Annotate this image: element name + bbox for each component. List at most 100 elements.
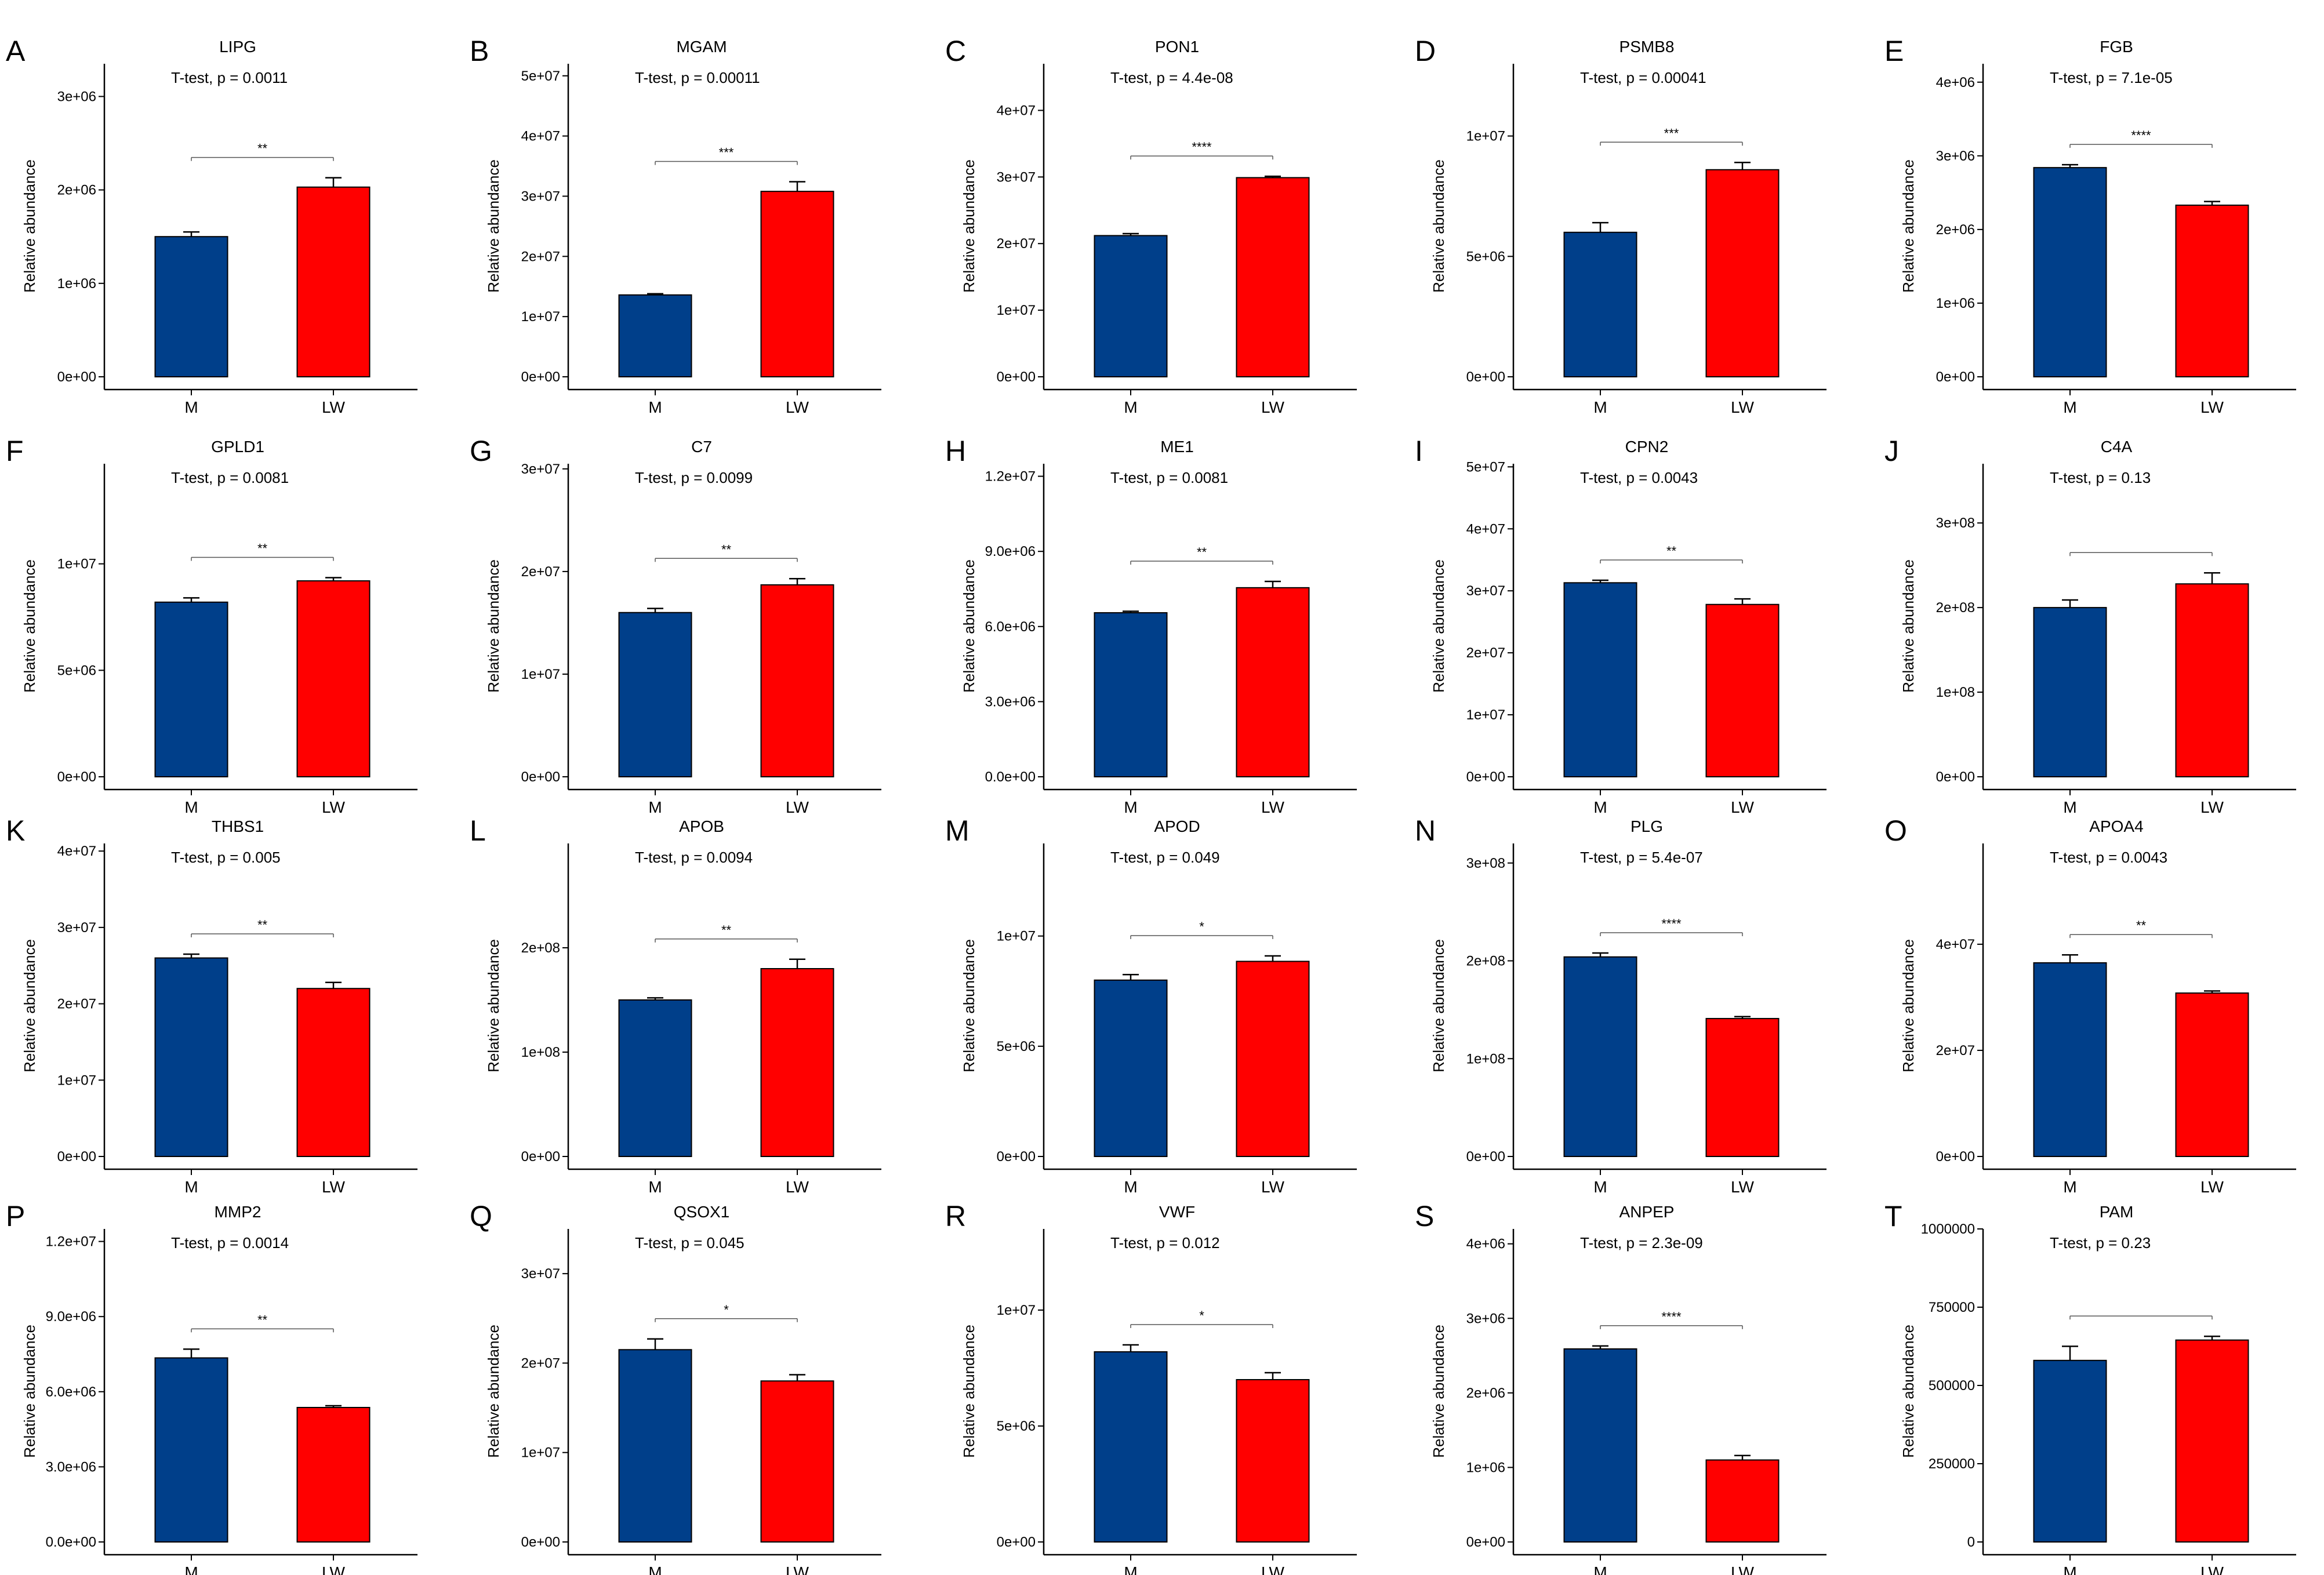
chart-title: LIPG <box>219 38 256 56</box>
x-tick-label-lw: LW <box>2200 398 2224 416</box>
bar-lw <box>1705 603 1780 777</box>
y-tick-label: 0.0e+00 <box>46 1534 96 1550</box>
y-tick-label: 2e+06 <box>57 183 96 198</box>
panel-letter: D <box>1415 35 1436 67</box>
significance-stars: ** <box>1666 544 1677 558</box>
y-tick-label: 3e+08 <box>1936 515 1975 531</box>
bar-lw <box>1705 1459 1780 1543</box>
panel-letter: E <box>1884 35 1904 67</box>
chart-panel-a: A LIPG T-test, p = 0.0011 Relative abundanc… <box>6 35 417 416</box>
y-axis-label: Relative abundance <box>960 939 978 1072</box>
chart-panel-i: I CPN2 T-test, p = 0.0043 Relative abundanc… <box>1415 435 1826 816</box>
significance-stars: ** <box>721 923 732 937</box>
chart-title: C7 <box>691 438 712 456</box>
stat-annotation: T-test, p = 5.4e-07 <box>1580 849 1703 866</box>
bar-m <box>618 294 692 377</box>
panel-letter: H <box>945 435 966 467</box>
bar-lw <box>1236 1379 1310 1543</box>
stat-annotation: T-test, p = 0.0099 <box>635 469 753 486</box>
stat-annotation: T-test, p = 0.23 <box>2050 1234 2151 1252</box>
y-tick-label: 1e+07 <box>997 929 1036 944</box>
chart-title: VWF <box>1159 1203 1195 1221</box>
y-tick-label: 3e+06 <box>57 89 96 104</box>
significance-stars: *** <box>719 146 734 160</box>
chart-title: PAM <box>2100 1203 2134 1221</box>
y-tick-label: 5e+06 <box>1466 249 1505 264</box>
significance-stars: *** <box>1664 126 1679 140</box>
y-tick-label: 0e+00 <box>997 369 1036 385</box>
y-tick-label: 1e+07 <box>521 667 560 682</box>
y-tick-label: 750000 <box>1929 1300 1975 1315</box>
x-tick-label-m: M <box>648 1563 662 1575</box>
y-axis-label: Relative abundance <box>485 559 502 693</box>
bar-lw <box>760 191 834 377</box>
y-tick-label: 9.0e+06 <box>985 544 1036 559</box>
x-tick-label-m: M <box>1593 1563 1607 1575</box>
y-tick-label: 0e+00 <box>1466 369 1505 385</box>
x-tick-label-m: M <box>1593 398 1607 416</box>
panel-letter: P <box>6 1200 25 1232</box>
y-axis-label: Relative abundance <box>21 1325 38 1458</box>
y-tick-label: 4e+06 <box>1466 1236 1505 1252</box>
y-tick-label: 1.2e+07 <box>46 1234 96 1250</box>
y-axis-label: Relative abundance <box>1430 159 1447 293</box>
y-tick-label: 250000 <box>1929 1456 1975 1472</box>
bar-lw <box>760 584 834 777</box>
y-tick-label: 2e+07 <box>1466 645 1505 661</box>
bar-lw <box>2175 992 2249 1157</box>
stat-annotation: T-test, p = 0.012 <box>1110 1234 1220 1252</box>
chart-panel-m: M APOD T-test, p = 0.049 Relative abundance… <box>945 814 1357 1196</box>
bar-lw <box>2175 583 2249 777</box>
x-tick-label-m: M <box>1124 398 1137 416</box>
chart-panel-t: T PAM T-test, p = 0.23 Relative abundance 0 2… <box>1884 1200 2296 1575</box>
y-axis-label: Relative abundance <box>1900 159 1917 293</box>
y-tick-label: 0e+00 <box>1466 769 1505 785</box>
y-tick-label: 2e+08 <box>1936 600 1975 616</box>
y-tick-label: 0e+00 <box>1466 1534 1505 1550</box>
chart-panel-p: P MMP2 T-test, p = 0.0014 Relative abundanc… <box>6 1200 417 1575</box>
bar-lw <box>2175 1339 2249 1543</box>
x-tick-label-lw: LW <box>1731 398 1754 416</box>
chart-title: C4A <box>2101 438 2133 456</box>
x-tick-label-m: M <box>184 1178 198 1196</box>
y-tick-label: 3e+08 <box>1466 856 1505 871</box>
y-tick-label: 1e+06 <box>1466 1460 1505 1475</box>
panel-letter: Q <box>470 1200 492 1232</box>
x-tick-label-m: M <box>1593 798 1607 816</box>
chart-title: APOB <box>679 817 724 835</box>
y-tick-label: 0e+00 <box>1936 769 1975 785</box>
bar-m <box>1094 979 1168 1157</box>
chart-panel-k: K THBS1 T-test, p = 0.005 Relative abundanc… <box>6 814 417 1196</box>
y-tick-label: 3.0e+06 <box>46 1459 96 1475</box>
y-tick-label: 4e+06 <box>1936 75 1975 90</box>
stat-annotation: T-test, p = 0.0081 <box>171 469 289 486</box>
chart-panel-b: B MGAM T-test, p = 0.00011 Relative abundan… <box>470 35 881 416</box>
x-tick-label-lw: LW <box>2200 1563 2224 1575</box>
bar-m <box>2033 167 2107 377</box>
y-tick-label: 2e+08 <box>1466 954 1505 969</box>
chart-panel-q: Q QSOX1 T-test, p = 0.045 Relative abundanc… <box>470 1200 881 1575</box>
chart-title: APOA4 <box>2089 817 2143 835</box>
significance-stars: * <box>1199 919 1204 934</box>
y-tick-label: 3e+06 <box>1466 1311 1505 1326</box>
panel-letter: S <box>1415 1200 1434 1232</box>
significance-stars: ** <box>257 1312 268 1327</box>
y-tick-label: 3e+07 <box>1466 583 1505 599</box>
significance-stars: **** <box>1661 1310 1682 1324</box>
x-tick-label-lw: LW <box>1731 798 1754 816</box>
bar-m <box>618 1349 692 1543</box>
y-tick-label: 500000 <box>1929 1378 1975 1394</box>
x-tick-label-lw: LW <box>322 1563 345 1575</box>
bar-lw <box>1705 1018 1780 1157</box>
y-axis-label: Relative abundance <box>960 559 978 693</box>
y-tick-label: 0e+00 <box>57 369 96 385</box>
y-axis-label: Relative abundance <box>1900 559 1917 693</box>
chart-title: CPN2 <box>1625 438 1669 456</box>
y-tick-label: 4e+07 <box>997 103 1036 118</box>
y-tick-label: 1e+07 <box>1466 129 1505 144</box>
y-tick-label: 1e+07 <box>521 1445 560 1461</box>
x-tick-label-m: M <box>2063 1563 2076 1575</box>
stat-annotation: T-test, p = 0.13 <box>2050 469 2151 486</box>
